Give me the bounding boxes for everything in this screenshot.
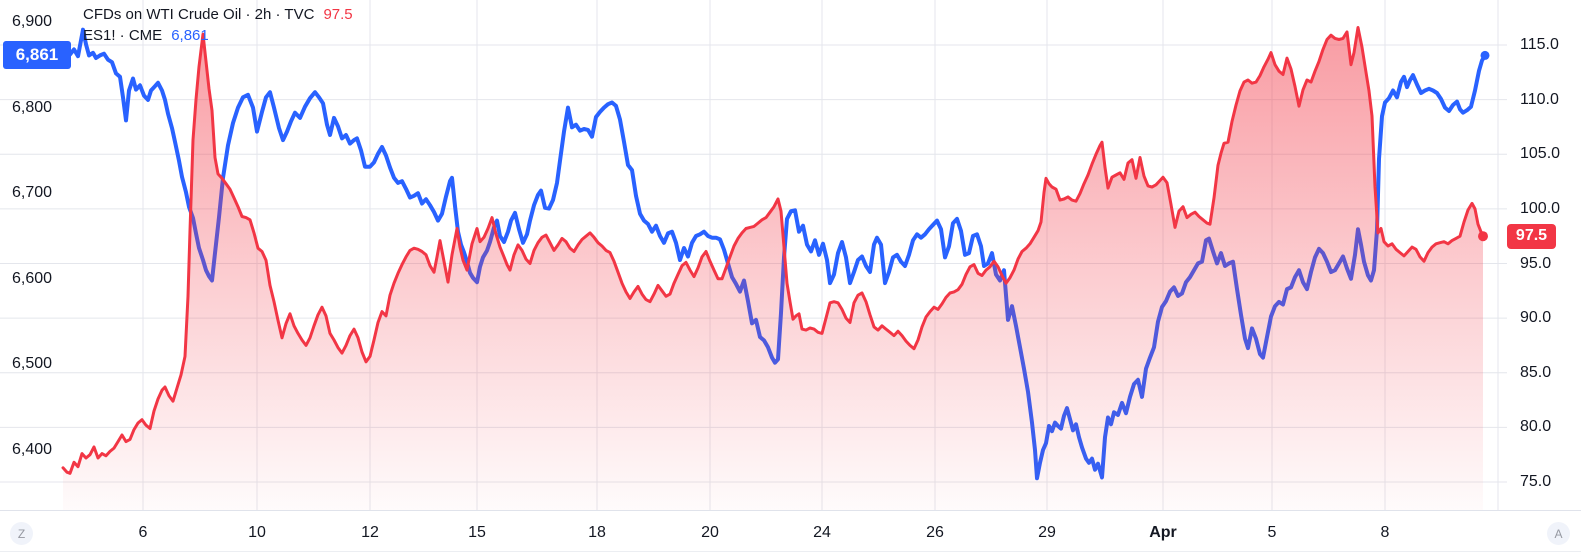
time-axis-label: Apr (1149, 524, 1177, 541)
time-axis-label: 10 (248, 524, 266, 541)
time-axis-label: 29 (1038, 524, 1056, 541)
time-axis-label: 18 (588, 524, 606, 541)
autoscale-button[interactable]: A (1547, 522, 1570, 545)
time-axis-label: 5 (1267, 524, 1277, 541)
right-axis-label: 100.0 (1520, 199, 1561, 217)
left-axis-label: 6,900 (12, 13, 53, 30)
right-axis-label: 110.0 (1520, 90, 1559, 108)
series-es-title: ES1! · CME (83, 27, 163, 44)
left-axis-label: 6,600 (12, 269, 53, 287)
right-axis-label: 115.0 (1520, 36, 1559, 53)
right-price-badge: 97.5 (1507, 223, 1556, 249)
es-last-price-dot (1480, 50, 1490, 60)
legend-series-wti[interactable]: CFDs on WTI Crude Oil · 2h · TVC 97.5 (83, 4, 353, 25)
time-axis-label: 26 (926, 524, 944, 541)
left-axis-label: 6,500 (12, 355, 53, 373)
left-axis-label: 6,700 (12, 184, 53, 202)
series-wti-value: 97.5 (323, 6, 353, 23)
time-axis-separator (0, 510, 1581, 511)
time-axis-label: 8 (1380, 524, 1390, 541)
right-axis-label: 105.0 (1520, 145, 1561, 163)
wti-area-fill (63, 27, 1483, 510)
time-axis-label: 6 (138, 524, 148, 541)
legend-series-es[interactable]: ES1! · CME 6,861 (83, 25, 353, 46)
right-axis-label: 80.0 (1520, 418, 1552, 436)
series-wti-title: CFDs on WTI Crude Oil · 2h · TVC (83, 6, 315, 23)
right-axis-label: 75.0 (1520, 473, 1552, 490)
wti-line-series[interactable] (61, 26, 1485, 475)
series-es-value: 6,861 (171, 27, 209, 44)
time-axis-label: 24 (813, 524, 831, 541)
time-axis-label: 20 (701, 524, 719, 541)
timezone-button[interactable]: Z (10, 522, 33, 545)
right-axis-label: 85.0 (1520, 363, 1552, 381)
right-axis-label: 95.0 (1520, 254, 1552, 272)
bottom-edge-line (0, 551, 1581, 552)
right-axis-label: 90.0 (1520, 309, 1552, 327)
wti-last-price-dot (1478, 231, 1488, 242)
time-axis-label: 12 (361, 524, 379, 541)
legend: CFDs on WTI Crude Oil · 2h · TVC 97.5 ES1… (83, 4, 353, 46)
time-axis-label: 15 (468, 524, 486, 541)
left-price-badge: 6,861 (3, 41, 71, 70)
left-axis-label: 6,400 (12, 441, 53, 458)
left-axis-label: 6,800 (12, 98, 53, 116)
